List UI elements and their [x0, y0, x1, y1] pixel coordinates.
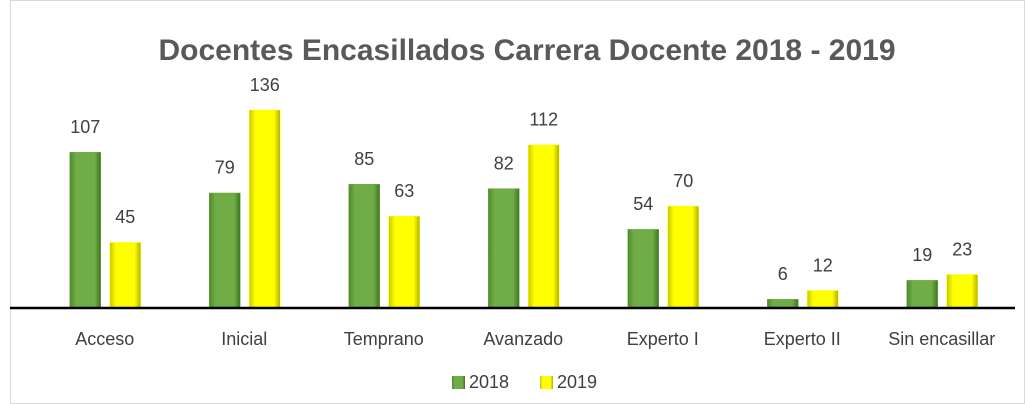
bar: [946, 274, 978, 309]
data-label: 85: [354, 149, 374, 169]
data-label: 70: [673, 171, 693, 191]
legend-swatch: [540, 376, 553, 389]
bar: [209, 192, 241, 309]
legend-swatch: [452, 376, 465, 389]
chart-title: Docentes Encasillados Carrera Docente 20…: [158, 34, 895, 67]
bar: [807, 290, 839, 309]
data-label: 12: [813, 255, 833, 275]
bar: [667, 205, 699, 309]
data-label: 23: [952, 239, 972, 259]
bar: [249, 109, 281, 309]
x-tick-label: Temprano: [344, 329, 424, 349]
data-label: 82: [494, 153, 514, 173]
x-tick-label: Inicial: [221, 329, 267, 349]
x-tick-label: Sin encasillar: [888, 329, 995, 349]
legend-label: 2018: [469, 372, 509, 392]
bar: [388, 216, 420, 309]
bar: [488, 188, 520, 309]
data-label: 107: [70, 117, 100, 137]
bar: [528, 144, 560, 309]
bar: [69, 151, 101, 309]
data-label: 19: [912, 245, 932, 265]
x-tick-label: Avanzado: [483, 329, 563, 349]
data-label: 79: [215, 158, 235, 178]
x-tick-label: Experto II: [764, 329, 841, 349]
data-label: 63: [394, 181, 414, 201]
data-label: 136: [250, 75, 280, 95]
bar: [627, 229, 659, 309]
x-tick-label: Experto I: [627, 329, 699, 349]
bar: [767, 299, 799, 309]
data-label: 6: [778, 264, 788, 284]
legend-label: 2019: [557, 372, 597, 392]
data-label: 45: [115, 207, 135, 227]
data-label: 112: [529, 110, 558, 130]
x-tick-label: Acceso: [75, 329, 134, 349]
bar: [906, 280, 938, 309]
data-label: 54: [633, 194, 653, 214]
bar: [109, 242, 141, 309]
bar: [348, 184, 380, 309]
